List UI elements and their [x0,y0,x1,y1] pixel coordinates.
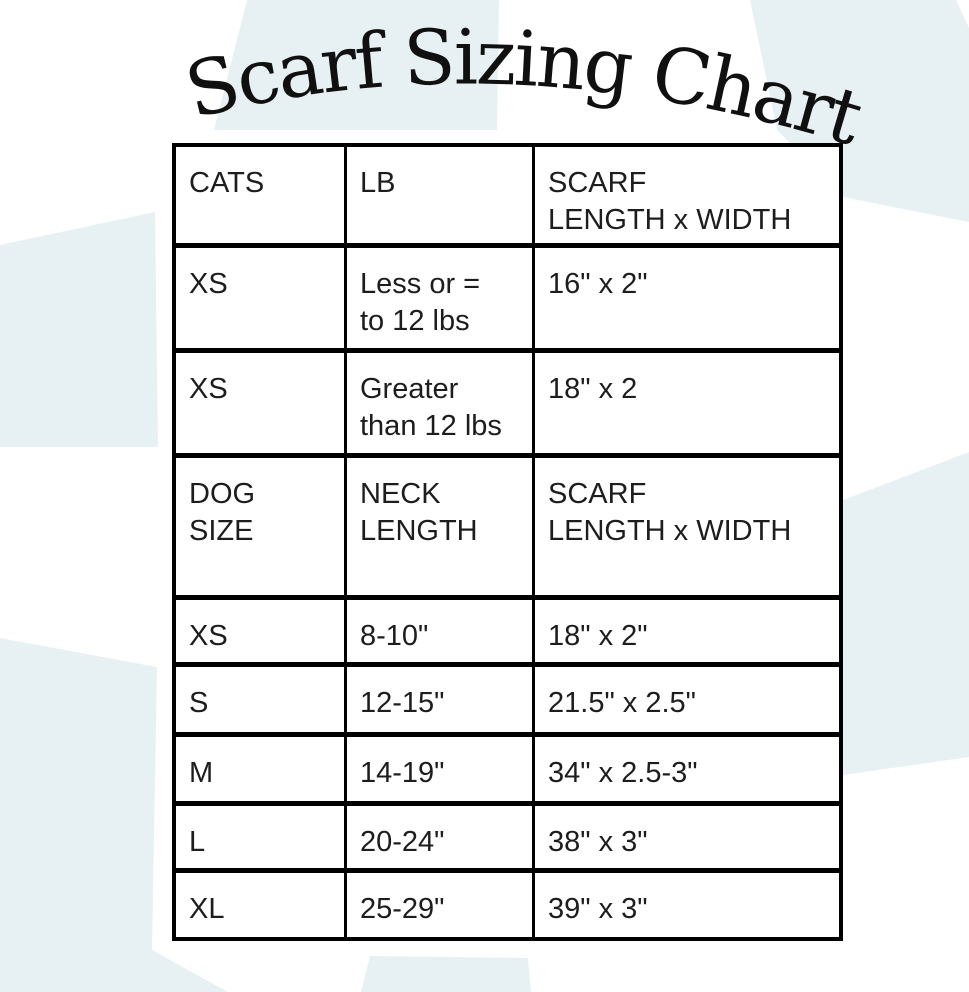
svg-text:Scarf Sizing Chart: Scarf Sizing Chart [177,12,872,162]
table-cell-cat-scarf-header: SCARF LENGTH x WIDTH [535,147,839,248]
table-cell: Less or = to 12 lbs [347,248,535,353]
sizing-table: CATS LB SCARF LENGTH x WIDTH XS Less or … [172,143,843,941]
table-cell-cats-header: CATS [176,147,347,248]
table-cell: XS [176,600,347,667]
table-cell: 12-15" [347,667,535,737]
table-cell: XS [176,248,347,353]
table-cell: 38" x 3" [535,806,839,873]
table-cell: 21.5" x 2.5" [535,667,839,737]
table-cell: L [176,806,347,873]
page-title: Scarf Sizing Chart [177,12,874,162]
background-shape-top-right [750,0,969,222]
table-cell: Greater than 12 lbs [347,353,535,458]
table-cell-lb-header: LB [347,147,535,248]
table-cell: XL [176,873,347,937]
table-cell: M [176,737,347,806]
table-cell: 8-10" [347,600,535,667]
table-cell: XS [176,353,347,458]
background-shape-right-band [843,452,969,775]
background-shape-bottom-left [0,638,228,992]
table-cell: 39" x 3" [535,873,839,937]
background-shape-bottom-center [361,956,531,992]
background-shape-left-band [0,212,158,447]
table-cell-neck-length-header: NECK LENGTH [347,458,535,600]
background-shape-top-center [214,0,499,130]
table-cell: 34" x 2.5-3" [535,737,839,806]
table-cell: 18" x 2" [535,600,839,667]
table-cell: 20-24" [347,806,535,873]
table-cell: 14-19" [347,737,535,806]
title-banner: Scarf Sizing Chart [177,12,874,162]
table-cell: S [176,667,347,737]
table-cell-dog-scarf-header: SCARF LENGTH x WIDTH [535,458,839,600]
table-cell: 18" x 2 [535,353,839,458]
table-cell-dog-size-header: DOG SIZE [176,458,347,600]
table-cell: 25-29" [347,873,535,937]
table-cell: 16" x 2" [535,248,839,353]
